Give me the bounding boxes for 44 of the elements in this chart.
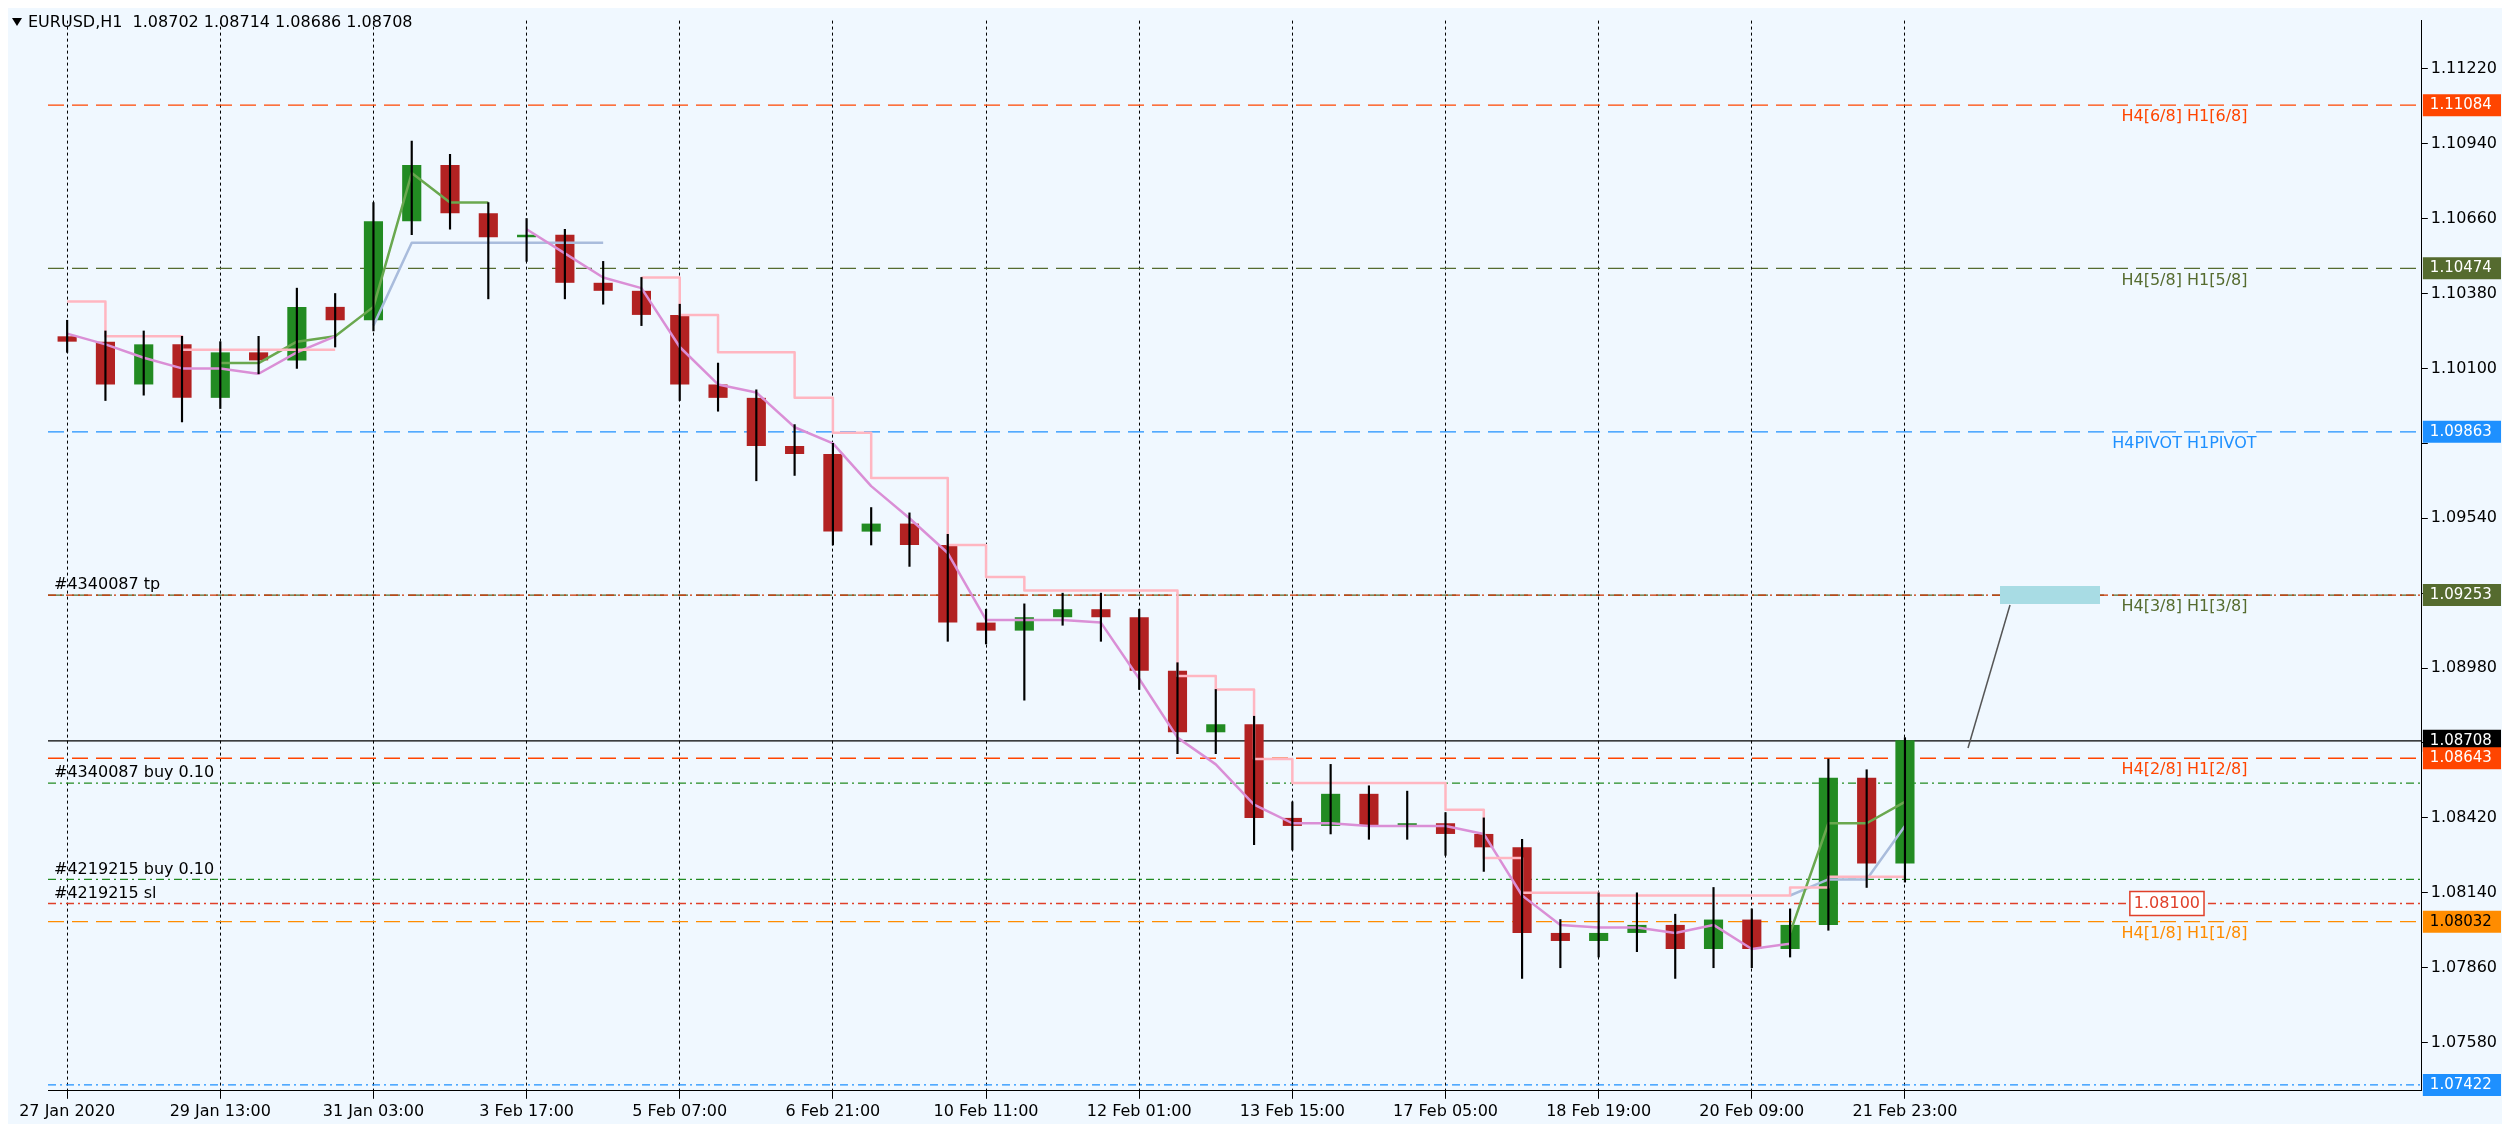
ref-line-label: #4340087 tp <box>54 574 161 594</box>
ref-line-label: H4[6/8] H1[6/8] <box>2121 106 2248 126</box>
y-tick-label: 1.10660 <box>2430 207 2498 227</box>
x-tick-label: 12 Feb 01:00 <box>1086 1100 1192 1120</box>
x-tick-label: 17 Feb 05:00 <box>1393 1100 1498 1120</box>
text: 1.11084 <box>2429 95 2492 114</box>
x-tick-label: 20 Feb 09:00 <box>1699 1100 1805 1120</box>
text: 1.08643 <box>2429 748 2492 767</box>
y-tick-label: 1.10940 <box>2430 132 2498 152</box>
y-tick-label: 1.07580 <box>2430 1031 2498 1051</box>
x-tick-label: 6 Feb 21:00 <box>785 1100 881 1120</box>
x-tick-label: 18 Feb 19:00 <box>1546 1100 1652 1120</box>
annotation: 1.08100 <box>2133 892 2201 912</box>
ref-line-label: H4[1/8] H1[1/8] <box>2121 922 2248 942</box>
y-tick-label: 1.07860 <box>2430 956 2498 976</box>
ref-line-label: H4PIVOT H1PIVOT <box>2112 432 2257 452</box>
x-tick-label: 29 Jan 13:00 <box>169 1100 271 1120</box>
x-tick-label: 21 Feb 23:00 <box>1852 1100 1958 1120</box>
x-tick-label: 13 Feb 15:00 <box>1239 1100 1345 1120</box>
x-tick-label: 10 Feb 11:00 <box>933 1100 1039 1120</box>
chart-title: EURUSD,H1 1.08702 1.08714 1.08686 1.08708 <box>28 12 413 31</box>
y-tick-label: 1.08980 <box>2430 657 2498 677</box>
text: 1.08708 <box>2429 730 2492 749</box>
ref-line-label: #4340087 buy 0.10 <box>54 762 215 782</box>
y-tick-label: 1.08420 <box>2430 807 2498 827</box>
text: 1.07422 <box>2429 1074 2492 1093</box>
y-tick-label: 1.10100 <box>2430 357 2498 377</box>
ref-line-label: H4[2/8] H1[2/8] <box>2121 759 2248 779</box>
ref-line-label: H4[5/8] H1[5/8] <box>2121 269 2248 289</box>
text: 1.09253 <box>2429 584 2492 603</box>
y-tick-label: 1.11220 <box>2430 57 2498 77</box>
x-tick-label: 5 Feb 07:00 <box>632 1100 728 1120</box>
text: 1.09863 <box>2429 421 2492 440</box>
x-tick-label: 31 Jan 03:00 <box>322 1100 425 1120</box>
y-tick-label: 1.10380 <box>2430 282 2498 302</box>
text: 1.10474 <box>2429 258 2492 277</box>
ref-line-label: #4219215 buy 0.10 <box>54 858 215 878</box>
x-tick-label: 3 Feb 17:00 <box>479 1100 574 1120</box>
y-tick-label: 1.09540 <box>2430 507 2498 527</box>
y-tick-label: 1.08140 <box>2430 881 2498 901</box>
text: 1.08032 <box>2429 911 2492 930</box>
ref-line-label: H4[3/8] H1[3/8] <box>2121 596 2248 616</box>
x-tick-label: 27 Jan 2020 <box>19 1100 116 1120</box>
ref-line-label: #4219215 sl <box>54 882 157 902</box>
